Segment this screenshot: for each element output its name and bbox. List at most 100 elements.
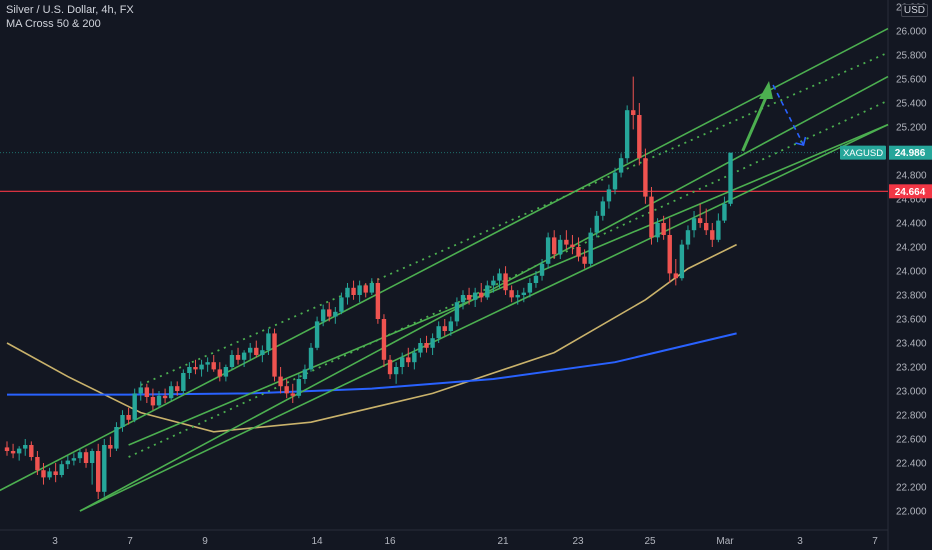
candle-down (697, 218, 703, 223)
candle-up (181, 373, 186, 391)
candle-up (558, 239, 563, 255)
candle-up (722, 203, 727, 221)
time-tick-label: 7 (127, 536, 133, 547)
price-tick-label: 24.200 (896, 243, 927, 254)
price-badge-value: 24.664 (895, 187, 926, 198)
candle-down (582, 256, 587, 264)
price-tick-label: 24.800 (896, 171, 927, 182)
candle-down (175, 386, 180, 391)
candle-down (387, 359, 393, 375)
candle-down (649, 196, 654, 238)
candle-up (418, 343, 423, 353)
time-tick-label: 16 (384, 536, 396, 547)
price-tick-label: 23.400 (896, 339, 927, 350)
candle-up (618, 158, 624, 173)
candle-down (509, 290, 514, 298)
candle-up (333, 311, 338, 317)
candle-up (485, 285, 490, 298)
indicator-title: MA Cross 50 & 200 (6, 18, 101, 30)
candle-up (16, 448, 22, 454)
candle-up (472, 292, 478, 300)
channel-line[interactable] (128, 123, 889, 446)
time-tick-label: 25 (644, 536, 656, 547)
candle-up (223, 367, 229, 377)
candle-up (594, 215, 599, 233)
candle-up (521, 292, 526, 295)
candle-up (539, 263, 545, 276)
time-tick-label: 9 (202, 536, 208, 547)
currency-badge[interactable]: USD (900, 4, 928, 17)
candle-up (716, 220, 721, 240)
candle-down (424, 343, 429, 348)
candle-down (108, 445, 113, 449)
candle-down (576, 247, 581, 257)
candle-up (345, 287, 350, 298)
candle-up (460, 295, 466, 303)
projection-arrow-head[interactable] (759, 81, 773, 99)
candle-up (187, 367, 192, 373)
channel-line[interactable] (79, 123, 889, 512)
price-tick-label: 23.600 (896, 315, 927, 326)
candle-down (96, 451, 101, 492)
candle-down (150, 397, 156, 406)
candle-up (138, 387, 143, 394)
candle-down (10, 451, 16, 454)
candle-down (290, 393, 295, 396)
candle-up (545, 237, 551, 264)
symbol-badge (840, 145, 886, 160)
candle-down (4, 447, 10, 451)
candle-down (661, 223, 666, 235)
candle-down (637, 115, 642, 159)
candle-up (205, 362, 210, 365)
price-tick-label: 23.200 (896, 363, 927, 374)
channel-line[interactable] (0, 27, 889, 493)
candle-up (156, 395, 162, 406)
time-tick-label: 3 (797, 536, 803, 547)
candle-up (497, 273, 502, 281)
candle-up (168, 386, 174, 399)
candle-up (369, 283, 374, 293)
price-badge (889, 184, 932, 199)
candle-up (685, 230, 691, 245)
candle-up (260, 350, 265, 355)
projection-dashed-arrow[interactable] (772, 84, 805, 146)
candle-up (102, 445, 107, 492)
price-tick-label: 23.000 (896, 387, 927, 398)
candle-down (375, 283, 381, 319)
projection-arrow-shaft[interactable] (741, 94, 769, 152)
candle-up (691, 218, 697, 231)
candle-up (448, 321, 454, 331)
candle-up (527, 283, 533, 293)
channel-line[interactable] (79, 75, 889, 512)
candle-up (114, 427, 119, 449)
price-tick-label: 25.800 (896, 51, 927, 62)
candle-up (430, 338, 435, 348)
candle-up (320, 309, 326, 322)
candle-up (491, 280, 496, 286)
candle-up (454, 302, 460, 322)
candle-up (229, 355, 235, 367)
price-tick-label: 22.800 (896, 411, 927, 422)
time-tick-label: Mar (716, 536, 734, 547)
price-tick-label: 24.000 (896, 267, 927, 278)
candle-up (132, 393, 137, 420)
price-tick-label: 25.400 (896, 99, 927, 110)
time-tick-label: 21 (497, 536, 509, 547)
candle-up (679, 244, 685, 279)
symbol-title: Silver / U.S. Dollar, 4h, FX (6, 4, 134, 16)
price-tick-label: 22.200 (896, 483, 927, 494)
candle-up (23, 445, 28, 449)
candle-down (254, 347, 259, 355)
time-tick-label: 3 (52, 536, 58, 547)
projection-dashed-arrow-head[interactable] (795, 136, 807, 146)
candle-down (631, 110, 636, 115)
price-tick-label: 25.200 (896, 123, 927, 134)
candle-down (710, 230, 715, 240)
candle-down (144, 387, 150, 397)
candle-up (308, 347, 314, 370)
price-badge-value: 24.986 (895, 148, 926, 159)
price-tick-label: 22.600 (896, 435, 927, 446)
